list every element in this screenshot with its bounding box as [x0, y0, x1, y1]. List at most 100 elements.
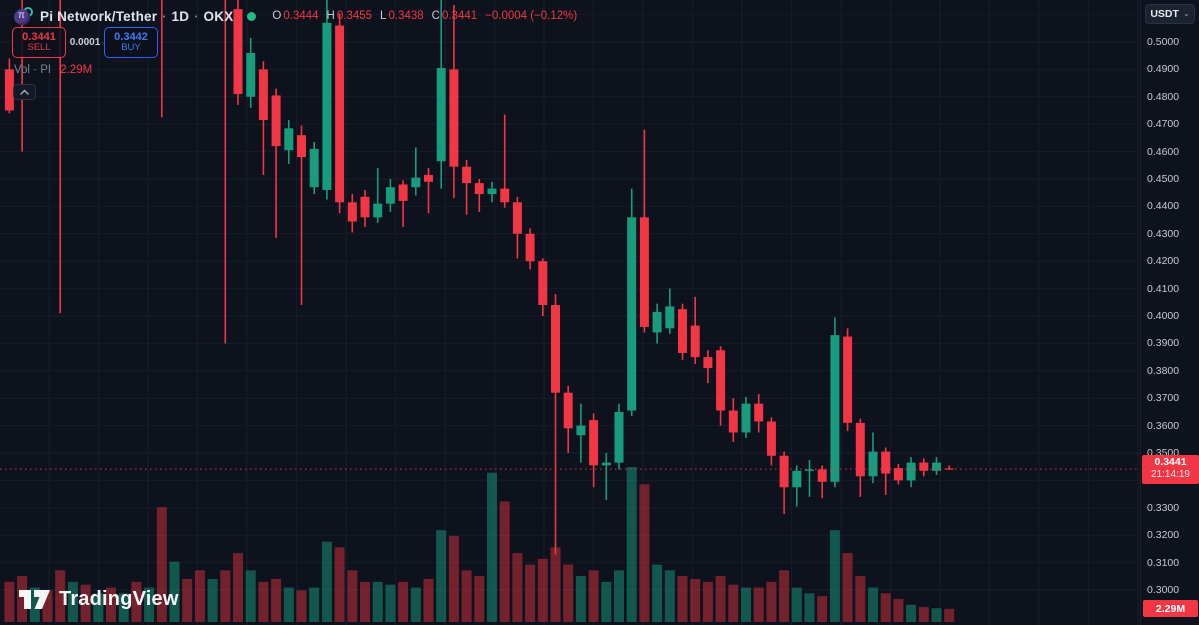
price-axis-label: 0.3600: [1147, 419, 1180, 432]
chart-legend: Pi Network/Tether · 1D · OKX O0.3444 H0.…: [14, 4, 577, 28]
volume-bar: [182, 578, 193, 622]
buy-label: BUY: [121, 42, 141, 54]
candle: [855, 418, 865, 497]
candle: [398, 180, 408, 227]
low-label: L: [380, 10, 387, 22]
price-axis[interactable]: USDT ⌄ 0.5000 0.4900 0.4800 0.4700 0.4600 0.4…: [1140, 0, 1199, 625]
candle: [843, 328, 853, 432]
volume-bar: [309, 587, 320, 622]
candle: [817, 465, 827, 499]
volume-bar: [614, 570, 624, 622]
candle: [474, 179, 484, 212]
candle: [500, 114, 510, 208]
candle: [703, 350, 713, 384]
candle: [373, 168, 383, 223]
volume-bar: [93, 593, 104, 622]
price-axis-label: 0.4300: [1147, 227, 1180, 240]
current-volume-badge: 2.29M: [1143, 600, 1198, 617]
tradingview-logo-icon: [19, 590, 50, 609]
candle: [347, 194, 357, 233]
candle: [487, 181, 497, 203]
bar-countdown: 21:14:19: [1151, 469, 1190, 481]
volume-bar: [207, 578, 218, 622]
price-axis-label: 0.3800: [1147, 364, 1180, 377]
open-label: O: [272, 10, 282, 22]
volume-bar: [880, 593, 891, 622]
candle: [792, 465, 802, 507]
price-axis-label: 0.5000: [1147, 36, 1180, 48]
tradingview-watermark[interactable]: TradingView: [18, 585, 179, 613]
volume-bar: [271, 578, 282, 622]
high-label: H: [326, 10, 335, 22]
volume-bar: [804, 593, 815, 622]
candle: [716, 346, 726, 426]
volume-bar: [906, 604, 917, 622]
volume-bar: [791, 587, 802, 622]
buy-button[interactable]: 0.3442 BUY: [104, 27, 158, 58]
candle: [728, 398, 738, 443]
change-value: −0.0004 (−0.12%): [485, 10, 578, 22]
volume-indicator-row: Vol · PI 2.29M: [14, 64, 92, 76]
price-axis-label: 0.3000: [1147, 584, 1180, 596]
volume-bar: [436, 530, 447, 622]
candle: [284, 120, 294, 164]
volume-bar: [245, 570, 256, 622]
candle: [932, 457, 941, 475]
candle: [944, 465, 954, 470]
volume-bar: [931, 608, 942, 622]
open-value: 0.3444: [283, 10, 319, 22]
candle: [601, 453, 611, 501]
candle: [627, 188, 637, 417]
price-axis-label: 0.4600: [1147, 145, 1180, 158]
interval[interactable]: 1D: [171, 8, 190, 24]
volume-bar: [918, 607, 929, 622]
candle: [805, 459, 814, 497]
volume-bar: [525, 564, 536, 622]
volume-bar: [67, 581, 78, 622]
candle: [741, 396, 751, 438]
collapse-panel-button[interactable]: [13, 84, 36, 100]
axis-currency-button[interactable]: USDT ⌄: [1145, 4, 1195, 24]
separator: ·: [194, 8, 199, 24]
volume-bar: [106, 587, 116, 622]
price-axis-label: 0.3100: [1147, 556, 1180, 569]
candle: [576, 403, 586, 463]
volume-bar: [944, 608, 955, 622]
volume-bar: [321, 541, 332, 622]
candle: [868, 432, 878, 484]
price-axis-label: 0.4200: [1147, 255, 1180, 268]
tradingview-watermark-text: TradingView: [59, 587, 179, 610]
candle: [309, 142, 319, 195]
candle: [589, 413, 599, 488]
volume-bar: [156, 507, 167, 622]
volume-bar: [169, 561, 180, 622]
volume-bar: [741, 587, 751, 622]
volume-bar: [398, 581, 409, 622]
volume-bar: [334, 547, 345, 622]
candle: [411, 147, 421, 196]
volume-bar: [410, 587, 421, 622]
candle: [779, 451, 789, 515]
trade-panel: 0.3441 SELL 0.0001 0.3442 BUY: [12, 27, 158, 58]
volume-bar: [296, 590, 307, 622]
exchange[interactable]: OKX: [203, 8, 234, 24]
volume-bar: [626, 467, 637, 622]
candlestick-chart[interactable]: [0, 0, 1140, 625]
volume-bar: [677, 576, 688, 622]
separator: ·: [162, 8, 167, 24]
volume-bar: [728, 584, 739, 622]
volume-bar: [258, 581, 269, 622]
sell-button[interactable]: 0.3441 SELL: [12, 27, 66, 58]
price-axis-label: 0.3700: [1147, 392, 1180, 405]
candle: [690, 296, 700, 364]
volume-indicator-label[interactable]: Vol · PI: [14, 64, 52, 76]
candle: [639, 129, 649, 333]
symbol-name[interactable]: Pi Network/Tether: [40, 8, 158, 24]
volume-bar: [118, 593, 129, 622]
volume-bar: [283, 587, 294, 622]
volume-bar: [372, 581, 383, 622]
volume-bar: [702, 581, 713, 622]
candle: [161, 0, 163, 118]
volume-bar: [639, 484, 650, 622]
